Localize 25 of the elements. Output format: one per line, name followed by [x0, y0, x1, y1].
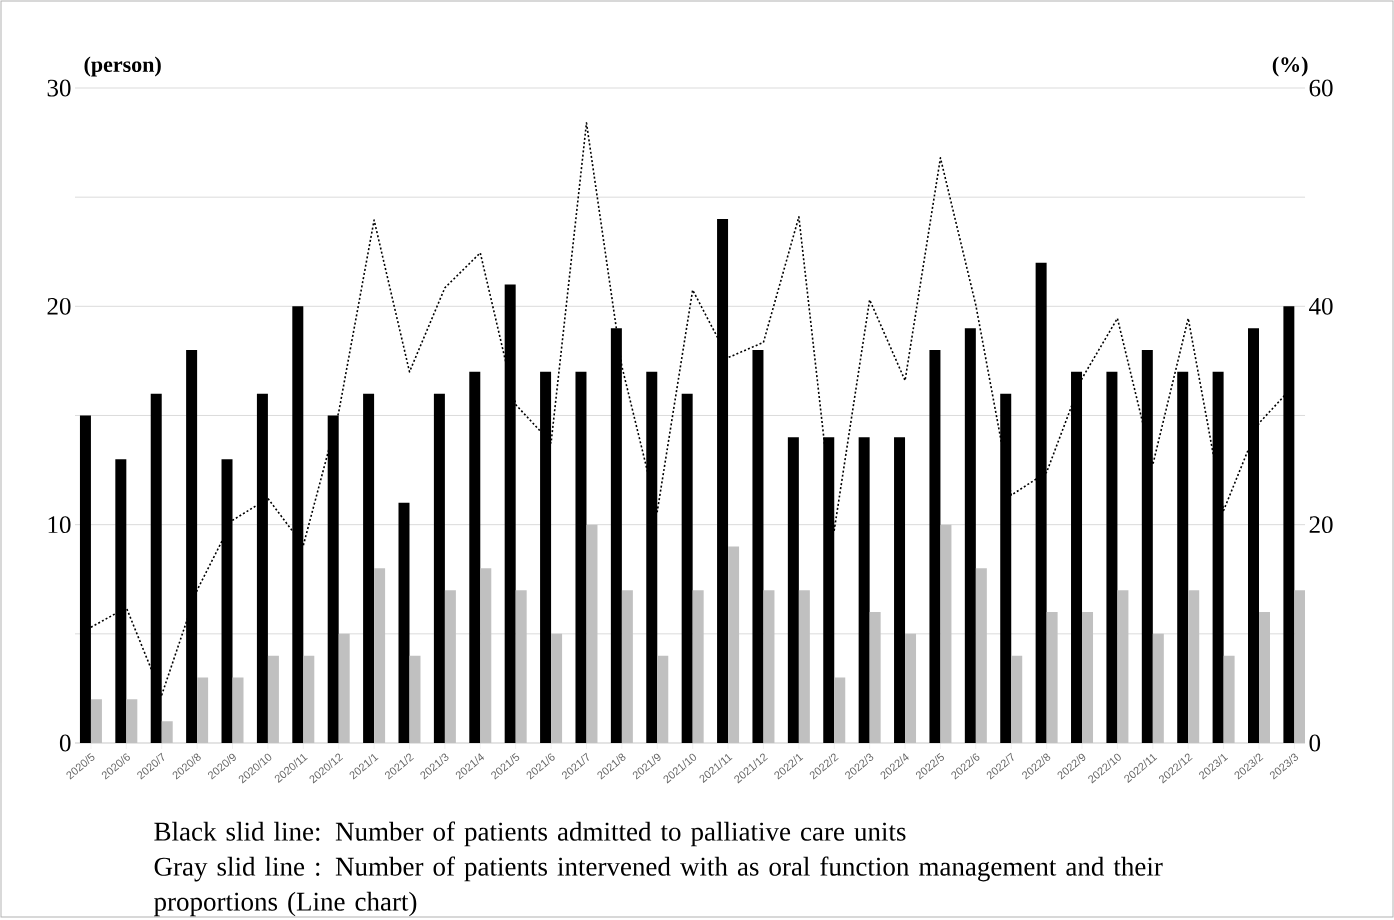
y2-tick-label: 0	[1309, 734, 1321, 752]
y-tick-label: 10	[48, 516, 71, 534]
bar	[752, 350, 764, 744]
y-tick-label: 20	[47, 298, 71, 315]
y2-tick-label: 40	[1309, 298, 1333, 315]
y2-tick-label: 20	[1309, 516, 1333, 534]
bar	[363, 393, 375, 744]
bar	[929, 350, 941, 744]
y2-axis-title: (%)	[1272, 56, 1308, 77]
text: Black slid line: Number of patients admitted to palliative care units	[154, 821, 906, 847]
bar	[575, 372, 587, 744]
bar	[858, 437, 870, 744]
y2-tick-label: 60	[1309, 79, 1333, 97]
y-axis-title: (person)	[84, 56, 161, 77]
bar	[681, 393, 693, 744]
y-tick-label: 0	[59, 734, 71, 752]
text: Gray slid line : Number of patients intervened with as oral function management and their proportions (Line chart)	[153, 856, 1163, 917]
bar	[1106, 372, 1118, 744]
bar	[787, 437, 799, 744]
y-tick-label: 30	[47, 79, 71, 97]
bar	[469, 372, 481, 744]
bar	[433, 393, 445, 744]
bar	[894, 437, 906, 744]
bar	[398, 503, 410, 744]
bar	[964, 328, 976, 744]
